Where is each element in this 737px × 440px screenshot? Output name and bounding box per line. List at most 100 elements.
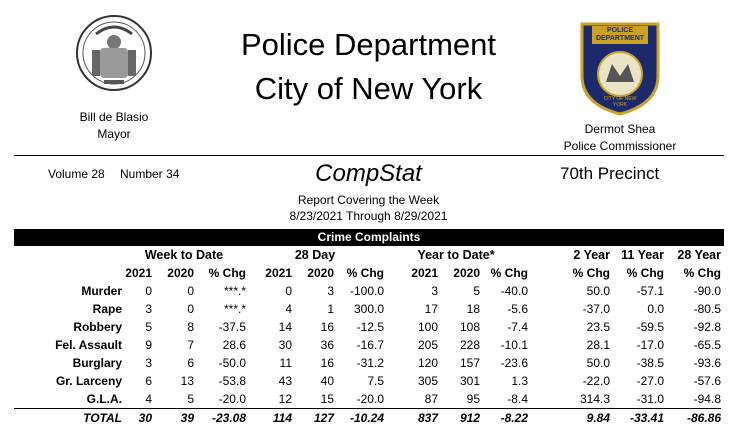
table-cell: 8 <box>187 320 194 334</box>
table-cell: 6 <box>145 374 152 388</box>
table-cell: -8.4 <box>507 392 528 406</box>
column-header: 2021 <box>125 266 152 280</box>
table-cell: 3 <box>327 284 334 298</box>
table-cell: ***.* <box>223 302 246 316</box>
mayor-name: Bill de Blasio <box>79 110 149 124</box>
table-cell: -100.0 <box>349 284 384 298</box>
report-covering: Report Covering the Week <box>297 193 440 207</box>
table-cell: 7 <box>187 338 194 352</box>
commissioner-title: Police Commissioner <box>563 139 677 153</box>
column-header: 2021 <box>411 266 438 280</box>
table-cell: 305 <box>417 374 438 388</box>
commissioner-name: Dermot Shea <box>584 122 656 136</box>
table-cell: 16 <box>320 320 334 334</box>
table-cell: 11 <box>279 356 292 370</box>
crime-table: Week to Date 28 Day Year to Date* 2 Year… <box>14 246 721 427</box>
table-cell: 17 <box>424 302 438 316</box>
row-label: Gr. Larceny <box>55 374 122 388</box>
table-cell: 13 <box>180 374 194 388</box>
table-cell: 18 <box>466 302 480 316</box>
table-cell: -7.4 <box>507 320 528 334</box>
table-cell: 205 <box>417 338 438 352</box>
table-cell: 95 <box>466 392 480 406</box>
table-cell: -10.24 <box>334 408 384 427</box>
table-cell: 4 <box>145 392 152 406</box>
table-cell: -50.0 <box>218 356 246 370</box>
table-cell: 9 <box>145 338 152 352</box>
nyc-seal-icon <box>74 12 154 94</box>
table-cell: -86.86 <box>664 408 721 427</box>
row-label: Burglary <box>72 356 122 370</box>
table-cell: -22.0 <box>582 374 610 388</box>
report-dates: 8/23/2021 Through 8/29/2021 <box>289 209 448 223</box>
title-line-2: City of New York <box>254 71 483 106</box>
table-cell: 36 <box>320 338 334 352</box>
total-row: TOTAL 30 39 -23.08 114 127 -10.24 837 91… <box>14 408 721 427</box>
table-cell: -40.0 <box>500 284 528 298</box>
table-cell: 301 <box>459 374 480 388</box>
badge-city-text: CITY OF NEW YORK <box>603 96 637 108</box>
table-cell: 50.0 <box>586 356 610 370</box>
table-cell: -23.08 <box>194 408 246 427</box>
table-cell: -33.41 <box>610 408 664 427</box>
row-label: Rape <box>92 302 122 316</box>
precinct-label: 70th Precinct <box>560 164 660 183</box>
table-body: Murder 0 0 ***.* 0 3 -100.0 3 5 -40.0 50.0 -57.1 -90… <box>14 282 721 409</box>
table-cell: -65.5 <box>693 338 721 352</box>
table-cell: 50.0 <box>586 284 610 298</box>
table-cell: -17.0 <box>636 338 664 352</box>
table-cell: 5 <box>187 392 194 406</box>
table-row: Burglary 3 6 -50.0 11 16 -31.2 120 157 -23.6 50.0 -… <box>14 354 721 372</box>
table-cell: -57.6 <box>693 374 721 388</box>
table-cell: 14 <box>278 320 292 334</box>
total-label: TOTAL <box>14 408 122 427</box>
table-cell: -31.2 <box>356 356 384 370</box>
group-week: Week to Date <box>144 248 224 262</box>
column-header: 2021 <box>265 266 292 280</box>
table-cell: 9.84 <box>528 408 610 427</box>
table-cell: 108 <box>459 320 480 334</box>
table-row: Gr. Larceny 6 13 -53.8 43 40 7.5 305 301 1.3 -22.0… <box>14 372 721 390</box>
table-cell: -12.5 <box>356 320 384 334</box>
table-cell: 87 <box>424 392 438 406</box>
column-header: 2020 <box>307 266 334 280</box>
table-cell: 30 <box>278 338 292 352</box>
mayor-title: Mayor <box>97 127 131 141</box>
table-cell: 100 <box>417 320 438 334</box>
row-label: Robbery <box>73 320 122 334</box>
table-cell: -8.22 <box>480 408 528 427</box>
table-cell: -16.7 <box>356 338 384 352</box>
table-cell: 314.3 <box>579 392 610 406</box>
table-row: Fel. Assault 9 7 28.6 30 36 -16.7 205 228 -10.1 28… <box>14 336 721 354</box>
table-cell: -90.0 <box>693 284 721 298</box>
table-cell: -80.5 <box>693 302 721 316</box>
table-cell: 912 <box>438 408 480 427</box>
column-header: % Chg <box>626 266 664 280</box>
row-label: G.L.A. <box>86 392 122 406</box>
table-cell: 15 <box>320 392 334 406</box>
table-cell: 4 <box>285 302 292 316</box>
table-cell: 16 <box>320 356 334 370</box>
group-11year: 11 Year <box>621 248 664 262</box>
table-cell: 40 <box>320 374 334 388</box>
table-cell: 157 <box>459 356 480 370</box>
table-cell: -20.0 <box>218 392 246 406</box>
table-cell: -10.1 <box>500 338 528 352</box>
column-header: 2020 <box>453 266 480 280</box>
table-cell: -23.6 <box>500 356 528 370</box>
table-cell: 837 <box>384 408 438 427</box>
table-cell: 114 <box>246 408 292 427</box>
column-header: % Chg <box>683 266 721 280</box>
table-cell: ***.* <box>223 284 246 298</box>
nypd-patch-icon: POLICE DEPARTMENT CITY OF NEW YORK <box>578 18 662 116</box>
section-bar: Crime Complaints <box>14 229 724 246</box>
table-cell: 30 <box>122 408 152 427</box>
column-header: 2020 <box>167 266 194 280</box>
table-cell: 7.5 <box>367 374 384 388</box>
table-row: Robbery 5 8 -37.5 14 16 -12.5 100 108 -7.4 23.5 -59… <box>14 318 721 336</box>
table-cell: -37.0 <box>582 302 610 316</box>
table-cell: 0 <box>187 302 194 316</box>
table-cell: 5 <box>473 284 480 298</box>
group-ytd: Year to Date* <box>417 248 495 262</box>
badge-text: POLICE DEPARTMENT <box>595 27 645 42</box>
